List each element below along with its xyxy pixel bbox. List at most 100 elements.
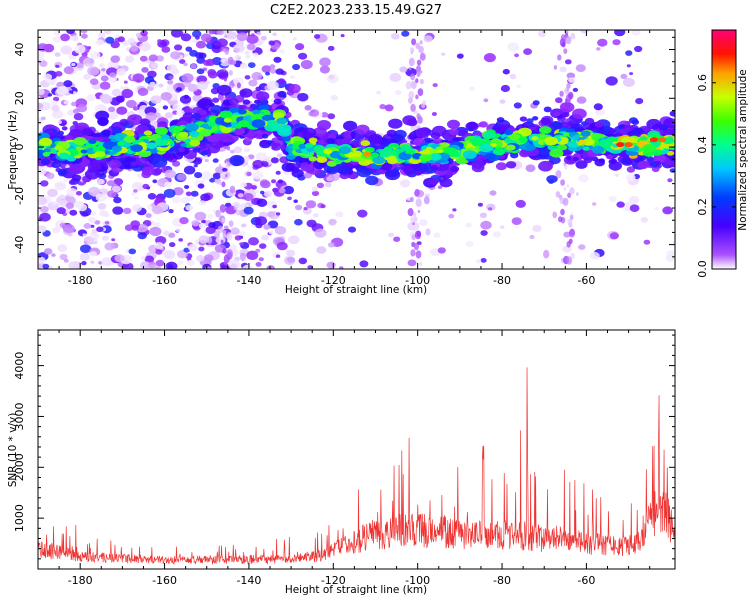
- spectrogram-cell: [256, 91, 270, 101]
- spectrogram-cell: [76, 104, 88, 113]
- spectrogram-cell: [563, 48, 568, 54]
- spectrogram-cell: [408, 66, 412, 71]
- spectrogram-cell: [71, 35, 79, 42]
- spectrogram-cell: [105, 36, 115, 44]
- spectrogram-cell: [155, 266, 161, 269]
- spectrogram-cell: [337, 166, 350, 175]
- spectrogram-cell: [293, 199, 299, 203]
- spectrogram-cell: [100, 75, 109, 82]
- spectrogram-cell: [287, 196, 292, 201]
- spectrogram-cell: [523, 48, 532, 55]
- spectrogram-cell: [423, 196, 430, 205]
- spectrogram-cell: [199, 109, 208, 116]
- spectrogram-cell: [149, 226, 162, 237]
- spectrogram-cell: [147, 70, 157, 79]
- spectrogram-cell: [328, 218, 337, 226]
- spectrogram-cell: [416, 65, 421, 73]
- spectrogram-cell: [267, 119, 277, 126]
- spectrogram-cell: [197, 183, 205, 189]
- spectrogram-cell: [180, 33, 192, 42]
- spectrogram-cell: [465, 222, 472, 228]
- y-tick-label: 20: [13, 91, 26, 105]
- spectrogram-panel: -180 -160 -140 -120 -100 -80 -60 -40 -20 0 20 40 H…: [7, 29, 676, 296]
- spectrogram-cell: [94, 104, 106, 113]
- spectrogram-cell: [298, 143, 307, 149]
- spectrogram-cell: [437, 247, 446, 254]
- spectrogram-cell: [88, 216, 97, 224]
- spectrogram-cell: [552, 211, 557, 219]
- spectrogram-cell: [229, 185, 236, 194]
- spectrogram-cell: [127, 114, 143, 126]
- spectrogram-cell: [582, 138, 595, 146]
- spectrogram-cell: [160, 92, 172, 101]
- spectrogram-cell: [555, 97, 563, 104]
- spectrogram-cell: [141, 67, 149, 73]
- spectrogram-cell: [372, 156, 386, 165]
- spectrogram-cell: [566, 94, 572, 102]
- spectrogram-cell: [146, 142, 157, 149]
- spectrogram-cell: [568, 77, 576, 83]
- spectrogram-cell: [192, 112, 201, 119]
- spectrogram-cell: [40, 206, 49, 213]
- spectrogram-cell: [379, 104, 387, 110]
- spectrogram-cell: [147, 193, 157, 200]
- spectrogram-cell: [643, 127, 650, 132]
- spectrogram-cell: [192, 147, 201, 153]
- spectrogram-cell: [206, 236, 213, 244]
- spectrogram-cell: [181, 73, 194, 83]
- spectrogram-cell: [419, 52, 426, 61]
- spectrogram-cell: [478, 143, 493, 153]
- spectrogram-cell: [410, 80, 417, 90]
- spectrogram-cell: [216, 84, 232, 96]
- spectrogram-cell: [578, 174, 589, 183]
- spectrogram-cell: [57, 130, 64, 136]
- spectrogram-cell: [188, 243, 198, 252]
- spectrogram-cell: [107, 180, 115, 187]
- spectrogram-cell: [537, 30, 547, 37]
- spectrogram-cell: [198, 246, 205, 252]
- spectrogram-cell: [305, 200, 317, 209]
- spectrogram-cell: [207, 69, 217, 76]
- spectrogram-cell: [178, 238, 184, 242]
- spectrogram-cell: [509, 133, 521, 141]
- spectrogram-cell: [288, 235, 300, 245]
- spectrogram-cell: [104, 30, 111, 35]
- spectrogram-cell: [101, 235, 109, 241]
- spectrogram-cell: [515, 199, 526, 208]
- spectrogram-cell: [254, 99, 261, 105]
- spectrogram-cell: [582, 146, 590, 151]
- spectrogram-cell: [195, 40, 207, 49]
- spectrogram-cell: [183, 62, 188, 67]
- y-tick-label: -40: [13, 236, 26, 254]
- spectrogram-cell: [258, 104, 270, 112]
- spectrogram-cell: [112, 127, 122, 135]
- spectrogram-cell: [551, 121, 563, 130]
- spectrogram-cell: [567, 121, 574, 127]
- spectrogram-cell: [654, 206, 659, 211]
- spectrogram-cell: [177, 260, 184, 265]
- spectrogram-cell: [83, 74, 91, 80]
- spectrogram-cell: [174, 44, 183, 51]
- spectrogram-cell: [79, 253, 90, 261]
- spectrogram-cell: [264, 122, 279, 132]
- spectrogram-cell: [59, 222, 66, 228]
- spectrogram-cell: [189, 130, 200, 138]
- spectrogram-cell: [394, 166, 401, 171]
- spectrogram-cell: [272, 32, 277, 36]
- spectrogram-cell: [488, 207, 493, 211]
- spectrogram-cell: [480, 220, 492, 230]
- spectrogram-cell: [82, 233, 87, 237]
- spectrogram-cell: [469, 86, 475, 91]
- spectrogram-cell: [95, 193, 107, 202]
- spectrogram-cell: [626, 174, 636, 182]
- spectrogram-cell: [489, 190, 497, 196]
- spectrogram-cell: [164, 169, 176, 179]
- spectrogram-cell: [163, 230, 170, 236]
- spectrogram-cell: [132, 106, 139, 111]
- spectrogram-cell: [629, 72, 634, 76]
- spectrogram-cell: [329, 151, 342, 159]
- spectrogram-cell: [410, 216, 416, 224]
- spectrogram-cell: [578, 244, 586, 250]
- spectrogram-cell: [201, 154, 208, 160]
- spectrogram-cell: [101, 129, 111, 136]
